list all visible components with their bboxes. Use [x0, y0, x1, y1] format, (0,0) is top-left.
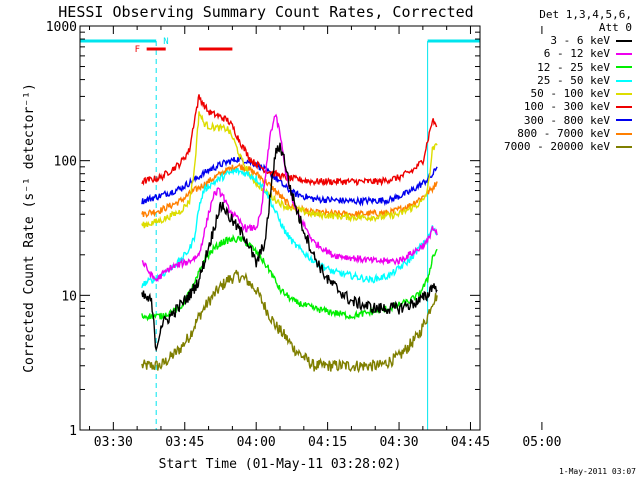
legend-entries: 3 - 6 keV 6 - 12 keV 12 - 25 keV 25 - 50 ke…	[486, 34, 636, 154]
y-axis: 1 10 100 1000	[46, 20, 480, 439]
series-line	[141, 94, 438, 187]
x-tick-label: 04:45	[451, 435, 490, 450]
legend-entry: 800 - 7000 keV	[486, 127, 636, 140]
legend-entry-label: 6 - 12 keV	[543, 47, 610, 61]
x-tick-label: 04:15	[308, 435, 347, 450]
series-line	[141, 155, 438, 207]
legend-attenuator-line: Att 0	[598, 21, 632, 34]
series-line	[141, 167, 438, 289]
series-line	[141, 111, 438, 229]
flare-flag-label: F	[135, 45, 140, 55]
y-tick-label: 1	[69, 424, 77, 439]
series-layer	[141, 94, 438, 374]
legend-entry-label: 300 - 800 keV	[523, 113, 610, 127]
legend-entry-label: 7000 - 20000 keV	[504, 140, 610, 154]
y-tick-label: 100	[54, 155, 77, 170]
legend-swatch	[616, 66, 632, 69]
legend-entry: 50 - 100 keV	[486, 87, 636, 100]
legend-swatch	[616, 119, 632, 122]
y-tick-label: 1000	[46, 20, 77, 35]
legend-detector-line: Det 1,3,4,5,6,	[539, 8, 632, 21]
legend-entry: 6 - 12 keV	[486, 47, 636, 60]
x-axis: 03:30 03:45 04:00 04:15 04:30 04:45 05:00	[89, 26, 561, 450]
flag-bars: NF	[80, 37, 481, 430]
legend-entry: 300 - 800 keV	[486, 114, 636, 127]
legend-entry: 100 - 300 keV	[486, 100, 636, 113]
x-tick-label: 03:30	[94, 435, 133, 450]
legend-swatch	[616, 92, 632, 95]
legend-entry-label: 50 - 100 keV	[530, 87, 610, 101]
night-flag-label: N	[163, 37, 168, 47]
legend-swatch	[616, 106, 632, 109]
legend-entry-label: 800 - 7000 keV	[517, 127, 610, 141]
x-axis-label: Start Time (01-May-11 03:28:02)	[159, 457, 402, 472]
plot-frame	[79, 25, 481, 431]
series-line	[141, 142, 438, 352]
x-tick-label: 05:00	[522, 435, 561, 450]
x-tick-label: 03:45	[165, 435, 204, 450]
y-tick-label: 10	[61, 289, 77, 304]
legend-entry-label: 100 - 300 keV	[523, 100, 610, 114]
legend-entry-label: 12 - 25 keV	[537, 60, 610, 74]
x-tick-label: 04:30	[379, 435, 418, 450]
legend-swatch	[616, 146, 632, 149]
legend-entry: 7000 - 20000 keV	[486, 140, 636, 153]
y-axis-label: Corrected Count Rate (s⁻¹ detector⁻¹)	[22, 83, 37, 373]
generation-timestamp: 1-May-2011 03:07	[558, 467, 636, 476]
legend-swatch	[616, 79, 632, 82]
legend-swatch	[616, 132, 632, 135]
legend-swatch	[616, 39, 632, 42]
chart-title: HESSI Observing Summary Count Rates, Cor…	[58, 3, 473, 21]
legend-entry: 3 - 6 keV	[486, 34, 636, 47]
legend-entry: 25 - 50 keV	[486, 74, 636, 87]
legend-entry: 12 - 25 keV	[486, 61, 636, 74]
legend-swatch	[616, 52, 632, 55]
legend-entry-label: 25 - 50 keV	[537, 73, 610, 87]
series-line	[141, 269, 438, 374]
legend-entry-label: 3 - 6 keV	[550, 34, 610, 47]
legend: Det 1,3,4,5,6, Att 0 3 - 6 keV 6 - 12 keV…	[486, 8, 636, 154]
x-tick-label: 04:00	[237, 435, 276, 450]
